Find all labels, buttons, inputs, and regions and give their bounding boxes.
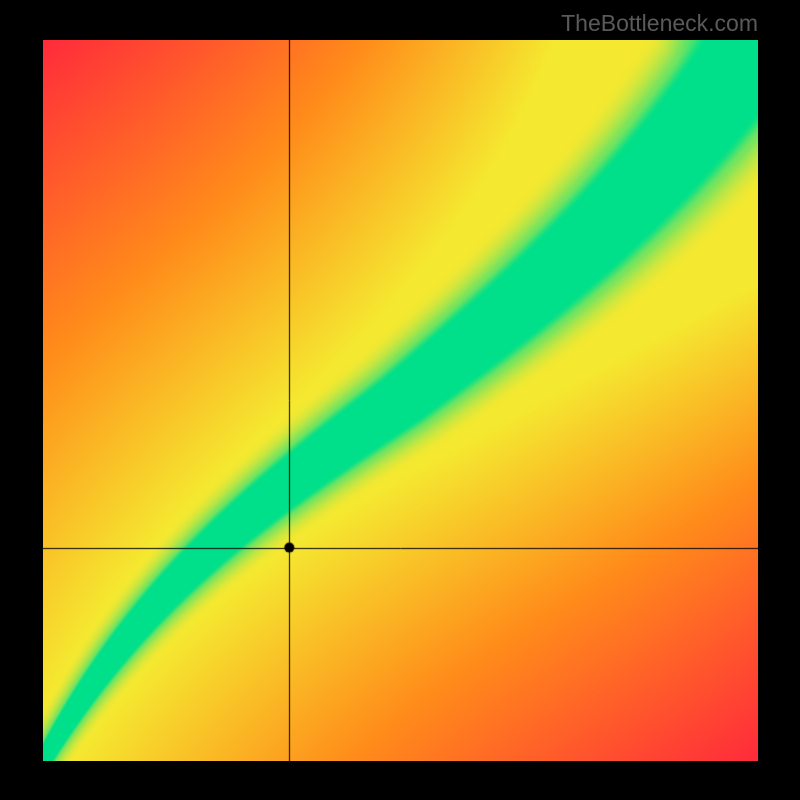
bottleneck-heatmap xyxy=(43,40,758,761)
watermark-text: TheBottleneck.com xyxy=(561,10,758,37)
chart-container: TheBottleneck.com xyxy=(0,0,800,800)
